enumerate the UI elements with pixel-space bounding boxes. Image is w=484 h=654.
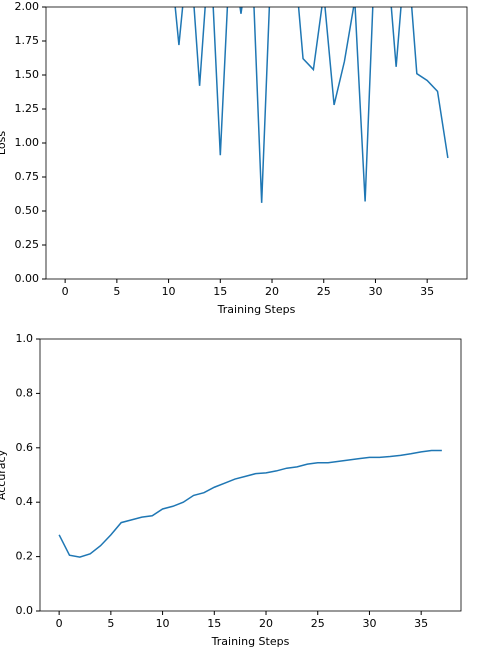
- y-tick-label: 1.00: [15, 136, 40, 149]
- y-tick-label: 0.2: [16, 550, 34, 563]
- y-tick-label: 0.8: [16, 386, 34, 399]
- axes: 0.0 0.2 0.4 0.6 0.8 1.0 0 5 10 15 20 25 30 35 Training…: [0, 332, 462, 648]
- y-axis-label: Loss: [0, 131, 8, 155]
- y-tick-label: 0.0: [16, 604, 34, 617]
- x-tick-label: 20: [259, 617, 273, 630]
- y-tick-label: 1.0: [16, 332, 34, 345]
- y-tick-label: 0.4: [16, 495, 34, 508]
- y-tick-label: 1.25: [15, 102, 40, 115]
- y-tick-label: 0.75: [15, 170, 40, 183]
- y-tick-label: 1.75: [15, 34, 40, 47]
- y-tick-label: 2.00: [15, 0, 40, 13]
- x-tick-label: 5: [107, 617, 114, 630]
- line: [58, 449, 442, 558]
- x-tick-label: 10: [156, 617, 170, 630]
- y-tick-label: 0.6: [16, 441, 34, 454]
- x-tick-label: 35: [414, 617, 428, 630]
- x-tick-label: 25: [311, 617, 325, 630]
- x-tick-label: 20: [265, 285, 279, 298]
- x-axis-label: Training Steps: [217, 303, 296, 316]
- x-tick-label: 15: [213, 285, 227, 298]
- y-tick-label: 1.50: [15, 68, 40, 81]
- x-tick-label: 25: [317, 285, 331, 298]
- x-tick-label: 15: [207, 617, 221, 630]
- x-tick-label: 30: [368, 285, 382, 298]
- x-tick-label: 35: [420, 285, 434, 298]
- line: [174, 7, 449, 203]
- x-axis-label: Training Steps: [211, 635, 290, 648]
- axes: 0.00 0.25 0.50 0.75 1.00 1.25 1.50 1.75 2.00 0 5 10…: [0, 0, 468, 316]
- x-tick-label: 0: [56, 617, 63, 630]
- axes-frame: [39, 338, 462, 612]
- x-tick-label: 30: [362, 617, 376, 630]
- y-tick-label: 0.25: [15, 238, 40, 251]
- y-axis-label: Accuracy: [0, 449, 8, 500]
- x-tick-label: 0: [62, 285, 69, 298]
- y-tick-label: 0.00: [15, 272, 40, 285]
- y-tick-label: 0.50: [15, 204, 40, 217]
- axes-frame: [45, 6, 468, 280]
- x-tick-label: 10: [162, 285, 176, 298]
- x-tick-label: 5: [113, 285, 120, 298]
